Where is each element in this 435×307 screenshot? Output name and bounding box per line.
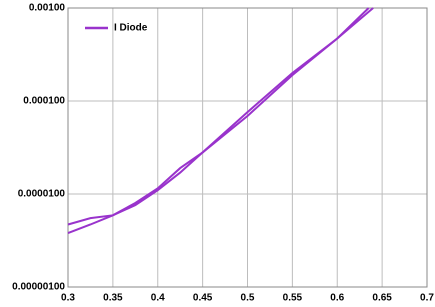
- legend-label: I Diode: [114, 23, 148, 34]
- x-tick-label: 0.65: [372, 293, 392, 304]
- series-line: [67, 7, 374, 235]
- y-tick-label: 0.0000100: [18, 189, 66, 200]
- series-line: [67, 7, 370, 226]
- x-tick-label: 0.6: [330, 293, 344, 304]
- y-tick-label: 0.00100: [29, 3, 66, 14]
- x-tick-label: 0.4: [151, 293, 165, 304]
- y-tick-label: 0.00000100: [12, 282, 65, 293]
- y-tick-label: 0.000100: [23, 96, 65, 107]
- plot-frame: [67, 7, 428, 288]
- x-tick-label: 0.3: [61, 293, 75, 304]
- x-tick-label: 0.7: [420, 293, 434, 304]
- x-tick-label: 0.55: [283, 293, 303, 304]
- x-tick-label: 0.45: [193, 293, 213, 304]
- x-tick-label: 0.5: [241, 293, 255, 304]
- x-tick-label: 0.35: [103, 293, 123, 304]
